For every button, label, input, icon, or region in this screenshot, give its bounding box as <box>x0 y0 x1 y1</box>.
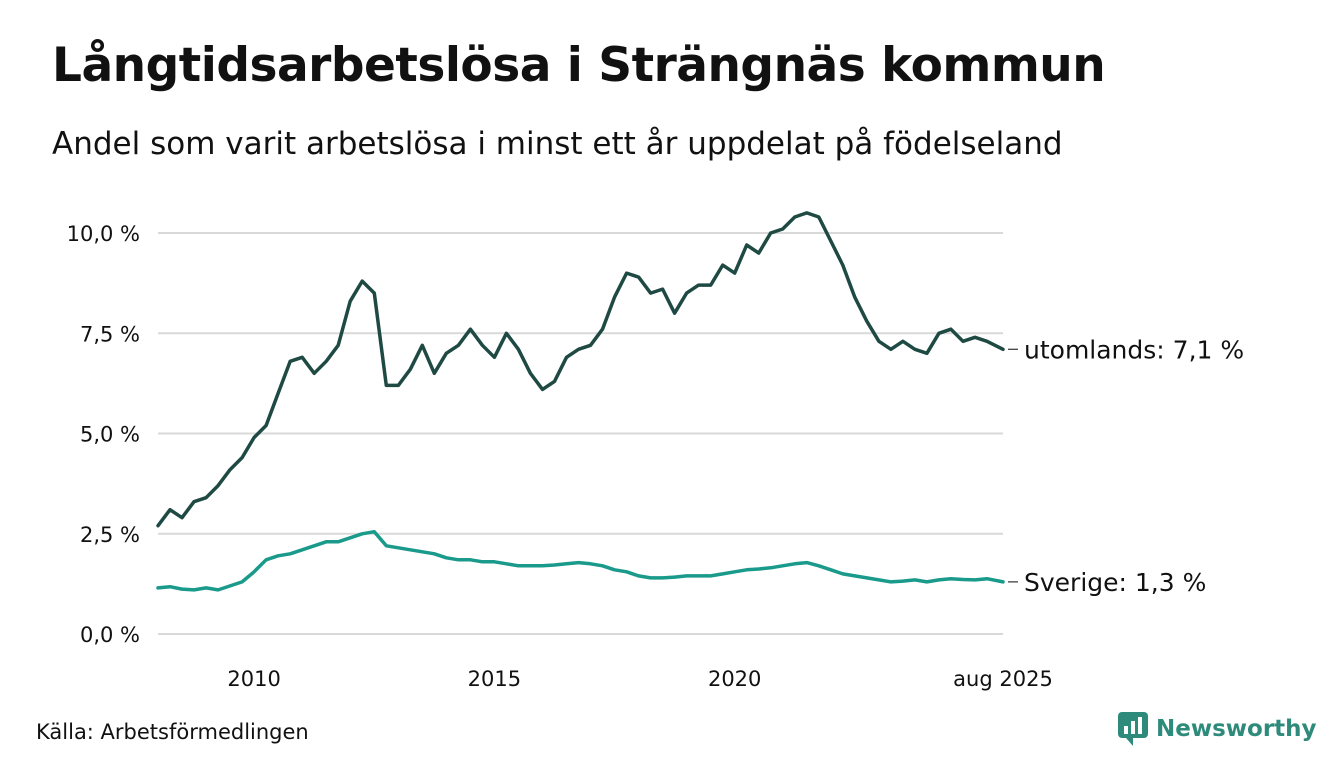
x-tick-label: 2010 <box>227 667 280 691</box>
newsworthy-logo-icon <box>1118 712 1148 746</box>
series-label-utomlands: utomlands: 7,1 % <box>1024 335 1244 364</box>
source-note: Källa: Arbetsförmedlingen <box>36 720 309 744</box>
series-end-labels: utomlands: 7,1 % Sverige: 1,3 % <box>1008 335 1244 597</box>
brand-name: Newsworthy <box>1156 716 1317 742</box>
gridlines <box>158 232 1003 635</box>
x-axis-tick-labels: 2010 2015 2020 aug 2025 <box>227 667 1052 691</box>
x-tick-label: aug 2025 <box>953 667 1053 691</box>
chart-subtitle: Andel som varit arbetslösa i minst ett å… <box>52 126 1063 162</box>
series-line-utomlands <box>156 211 1005 528</box>
brand-logo: Newsworthy <box>1118 712 1317 746</box>
x-tick-label: 2015 <box>468 667 521 691</box>
line-chart: 0,0 % 2,5 % 5,0 % 7,5 % 10,0 % 2010 2015 2020 a… <box>67 211 1244 691</box>
chart-title: Långtidsarbetslösa i Strängnäs kommun <box>52 38 1106 93</box>
y-tick-label: 5,0 % <box>80 423 140 447</box>
x-tick-label: 2020 <box>708 667 761 691</box>
y-tick-label: 2,5 % <box>80 523 140 547</box>
series-label-sverige: Sverige: 1,3 % <box>1024 568 1206 597</box>
series-lines <box>156 211 1005 592</box>
y-tick-label: 0,0 % <box>80 623 140 647</box>
y-tick-label: 10,0 % <box>67 222 140 246</box>
series-line-sverige <box>156 529 1005 592</box>
y-axis-tick-labels: 0,0 % 2,5 % 5,0 % 7,5 % 10,0 % <box>67 222 140 647</box>
y-tick-label: 7,5 % <box>80 322 140 346</box>
